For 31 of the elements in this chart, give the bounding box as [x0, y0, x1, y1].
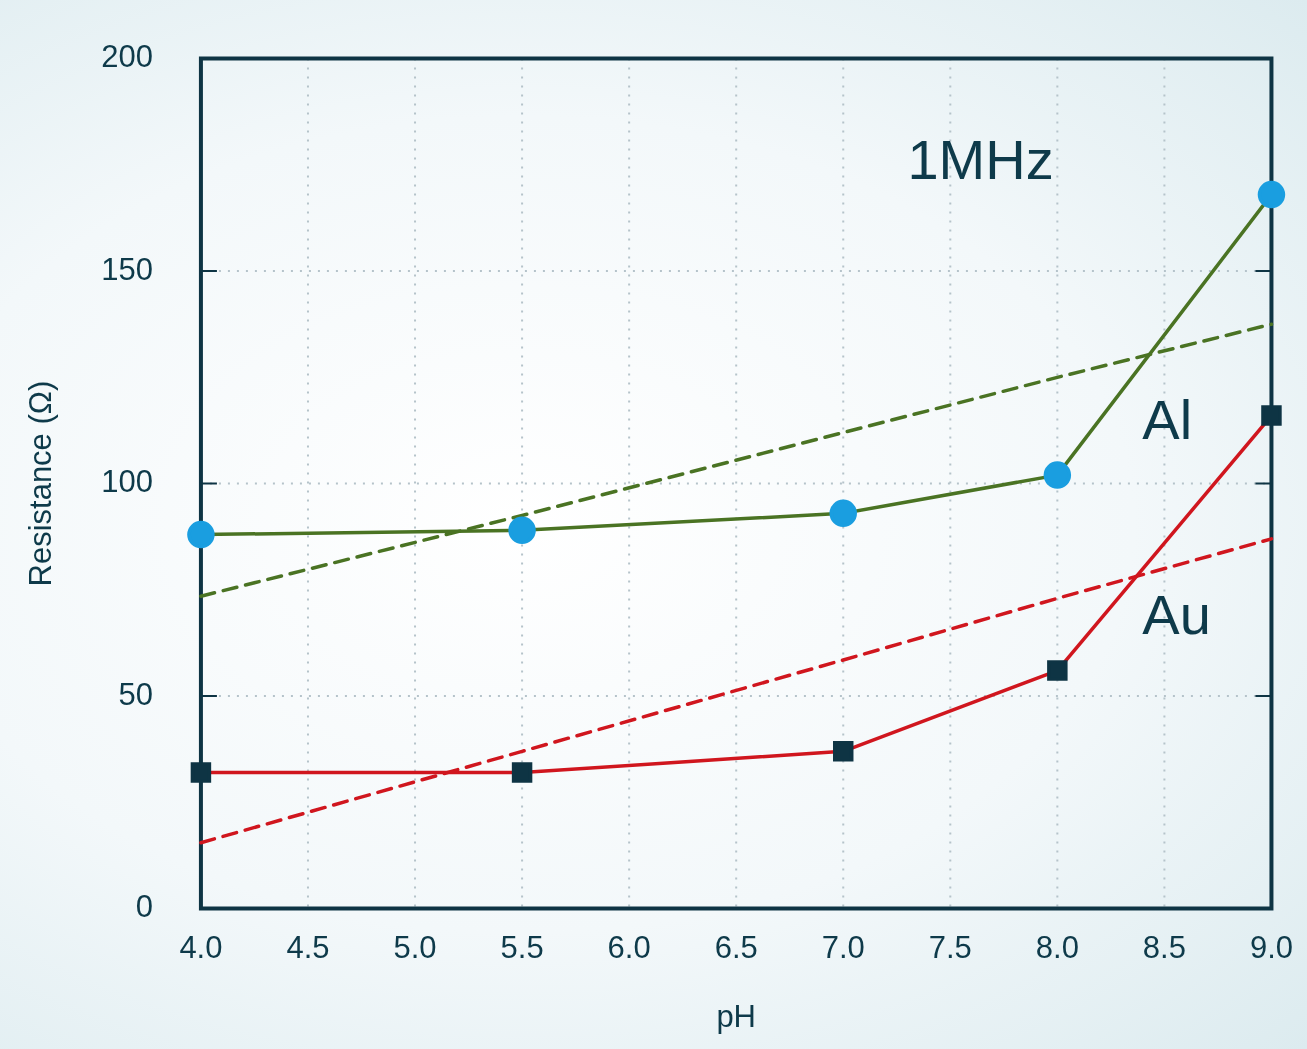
- x-tick-label: 8.5: [1142, 929, 1186, 965]
- point: [511, 762, 533, 783]
- point: [190, 762, 212, 783]
- x-tick-label: 5.5: [500, 929, 544, 965]
- annotation: 1MHz: [907, 128, 1054, 192]
- series-label: Al: [1142, 387, 1193, 451]
- x-tick-label: 7.5: [928, 929, 972, 965]
- y-axis-title: Resistance (Ω): [23, 380, 59, 587]
- x-tick-label: 9.0: [1249, 929, 1294, 965]
- point: [833, 741, 854, 762]
- x-axis-title: pH: [716, 998, 757, 1034]
- y-tick-label: 150: [101, 251, 153, 287]
- x-tick-label: 6.0: [607, 929, 651, 965]
- y-tick-label: 100: [101, 464, 153, 500]
- x-tick-label: 6.5: [714, 929, 758, 965]
- point: [829, 499, 857, 528]
- y-tick-label: 0: [135, 889, 153, 925]
- point: [508, 516, 536, 545]
- series-label: Au: [1142, 583, 1211, 647]
- point: [1261, 405, 1282, 426]
- point: [187, 520, 215, 549]
- point: [1043, 461, 1072, 489]
- x-tick-label: 4.0: [179, 929, 223, 965]
- x-tick-label: 4.5: [286, 929, 330, 965]
- x-tick-label: 5.0: [393, 929, 437, 965]
- x-tick-label: 8.0: [1035, 929, 1079, 965]
- point: [1047, 660, 1068, 681]
- y-tick-label: 200: [101, 39, 153, 75]
- x-tick-label: 7.0: [821, 929, 865, 965]
- y-tick-label: 50: [118, 676, 153, 712]
- point: [1257, 180, 1286, 209]
